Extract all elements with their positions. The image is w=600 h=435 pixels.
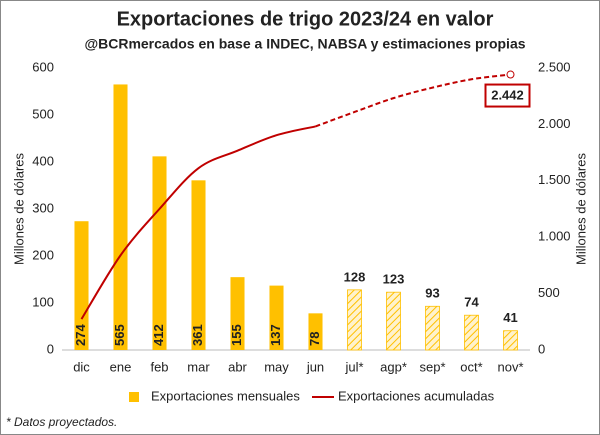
bar	[425, 305, 440, 351]
y-tick-label: 200	[32, 247, 54, 262]
x-tick-label: abr	[228, 359, 247, 374]
legend-label: Exportaciones mensuales	[151, 388, 300, 403]
legend-label: Exportaciones acumuladas	[338, 388, 495, 403]
y2-tick-label: 0	[538, 341, 545, 356]
x-tick-label: jul*	[344, 359, 363, 374]
value-label: 2.442	[491, 87, 524, 102]
y-tick-label: 400	[32, 153, 54, 168]
bar	[113, 84, 128, 350]
x-tick-label: dic	[73, 359, 90, 374]
bar	[230, 277, 245, 350]
y-tick-label: 100	[32, 294, 54, 309]
x-tick-label: sep*	[419, 359, 445, 374]
bar	[464, 314, 479, 351]
x-tick-label: jun	[306, 359, 324, 374]
x-tick-label: mar	[187, 359, 210, 374]
bar	[152, 156, 167, 350]
bar	[503, 330, 518, 351]
bar	[347, 289, 362, 351]
value-label: 155	[229, 324, 244, 346]
y2-tick-label: 500	[538, 285, 560, 300]
value-label: 74	[464, 295, 479, 310]
line	[80, 125, 316, 320]
footnote: * Datos proyectados.	[6, 415, 117, 429]
value-label: 565	[112, 324, 127, 346]
chart-title: Exportaciones de trigo 2023/24 en valor	[117, 8, 494, 30]
x-tick-label: ene	[110, 359, 132, 374]
bar	[308, 313, 323, 350]
value-label: 137	[268, 324, 283, 346]
x-tick-label: agp*	[380, 359, 407, 374]
bar	[269, 285, 284, 350]
value-label: 93	[425, 286, 439, 301]
y2-axis-title: Millones de dólares	[573, 153, 588, 266]
y-tick-label: 300	[32, 200, 54, 215]
y-tick-label: 500	[32, 106, 54, 121]
value-label: 274	[73, 324, 88, 346]
value-label: 78	[307, 332, 322, 346]
legend-swatch	[129, 392, 139, 402]
value-label: 361	[190, 324, 205, 346]
value-label: 412	[151, 324, 166, 346]
y2-tick-label: 2.000	[538, 116, 571, 131]
y-axis-title: Millones de dólares	[11, 153, 26, 266]
value-label: 41	[503, 310, 517, 325]
y-tick-label: 0	[47, 341, 54, 356]
y2-tick-label: 1.500	[538, 172, 571, 187]
x-tick-label: oct*	[460, 359, 482, 374]
value-label: 123	[383, 272, 405, 287]
bar	[191, 180, 206, 350]
y2-tick-label: 1.000	[538, 229, 571, 244]
end-marker	[506, 70, 515, 79]
x-tick-label: nov*	[497, 359, 523, 374]
value-label: 128	[344, 269, 366, 284]
x-tick-label: may	[264, 359, 289, 374]
chart-subtitle: @BCRmercados en base a INDEC, NABSA y es…	[84, 36, 525, 52]
x-tick-label: feb	[150, 359, 168, 374]
bar	[386, 291, 401, 351]
y-tick-label: 600	[32, 59, 54, 74]
bar	[74, 221, 89, 350]
label-box	[484, 83, 531, 108]
y2-tick-label: 2.500	[538, 59, 571, 74]
